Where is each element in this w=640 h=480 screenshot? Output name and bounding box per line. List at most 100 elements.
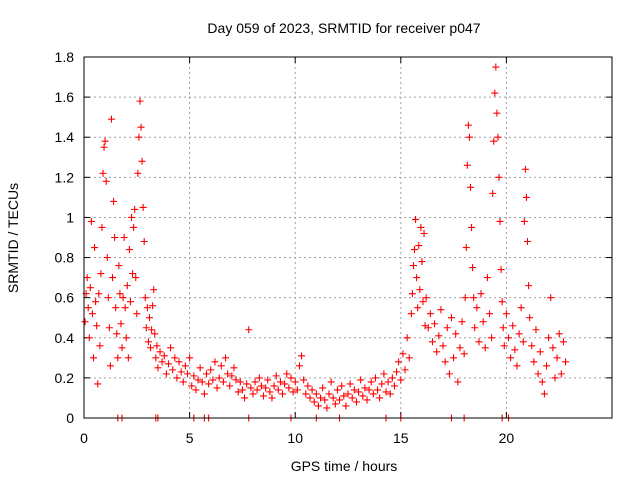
data-point (238, 386, 246, 394)
data-point (376, 394, 384, 402)
data-point (414, 304, 422, 312)
data-point (150, 286, 158, 294)
data-point (422, 294, 430, 302)
y-tick-label: 0.8 (55, 250, 75, 266)
data-point (420, 229, 428, 237)
data-point (522, 193, 530, 201)
data-point (149, 302, 157, 310)
data-point (494, 133, 502, 141)
data-point (295, 362, 303, 370)
y-tick-label: 0.2 (55, 370, 75, 386)
data-point (369, 390, 377, 398)
data-point (279, 390, 287, 398)
data-point (502, 310, 510, 318)
data-point (417, 223, 425, 231)
data-point (528, 342, 536, 350)
data-point (384, 378, 392, 386)
data-point (135, 133, 143, 141)
data-point (399, 350, 407, 358)
data-point (407, 310, 415, 318)
data-point (153, 342, 161, 350)
data-point (98, 223, 106, 231)
data-point (426, 310, 434, 318)
data-point (100, 143, 108, 151)
data-point (483, 274, 491, 282)
data-point (226, 382, 234, 390)
data-point (374, 386, 382, 394)
data-point (103, 254, 111, 262)
data-point (304, 382, 312, 390)
data-point (479, 318, 487, 326)
data-point (475, 338, 483, 346)
data-point (302, 390, 310, 398)
data-point (119, 294, 127, 302)
data-point (83, 274, 91, 282)
data-point (562, 358, 570, 366)
x-tick-label: 15 (393, 430, 409, 446)
data-point (234, 388, 242, 396)
data-point (405, 354, 413, 362)
y-tick-label: 1.8 (55, 49, 75, 65)
data-point (338, 382, 346, 390)
data-point (524, 238, 532, 246)
data-point (454, 378, 462, 386)
data-point (477, 290, 485, 298)
data-point (431, 320, 439, 328)
data-point (412, 215, 420, 223)
data-point (111, 234, 119, 241)
data-point (397, 376, 405, 384)
data-point (481, 344, 489, 352)
data-point (545, 334, 553, 342)
data-point (200, 390, 208, 398)
y-tick-label: 1.4 (55, 129, 75, 145)
data-point (213, 384, 221, 392)
data-point (118, 344, 126, 352)
data-point (456, 344, 464, 352)
data-point (450, 354, 458, 362)
data-point (378, 380, 386, 388)
data-point (468, 223, 476, 231)
data-point (355, 388, 363, 396)
y-tick-label: 1.2 (55, 169, 75, 185)
data-point (121, 304, 129, 312)
data-point (336, 396, 344, 404)
data-point (312, 390, 320, 398)
data-point (492, 63, 500, 71)
data-point (274, 386, 282, 394)
data-point (325, 390, 333, 398)
data-point (87, 217, 95, 225)
chart-title: Day 059 of 2023, SRMTID for receiver p04… (207, 20, 480, 36)
data-point (112, 304, 120, 312)
data-point (519, 338, 527, 346)
data-point (340, 392, 348, 400)
data-point (97, 270, 105, 278)
data-point (388, 374, 396, 382)
data-point (437, 306, 445, 314)
data-point (419, 298, 427, 306)
data-point (536, 348, 544, 356)
data-point (255, 374, 263, 382)
data-point (403, 334, 411, 342)
data-point (104, 294, 112, 302)
data-point (525, 282, 533, 290)
data-point (505, 334, 513, 342)
data-point (145, 314, 153, 322)
data-point (393, 368, 401, 376)
data-point (331, 400, 339, 408)
data-point (486, 310, 494, 318)
data-point (143, 304, 151, 312)
data-point (99, 169, 107, 177)
data-point (491, 89, 499, 97)
x-tick-label: 5 (186, 430, 194, 446)
data-point (555, 330, 563, 338)
data-point (352, 398, 360, 406)
data-point (509, 322, 517, 330)
data-point (496, 217, 504, 225)
data-point (461, 294, 469, 302)
data-point (139, 203, 147, 211)
data-point (113, 330, 121, 338)
data-point (530, 358, 538, 366)
data-point (125, 246, 133, 254)
data-point (424, 324, 432, 332)
